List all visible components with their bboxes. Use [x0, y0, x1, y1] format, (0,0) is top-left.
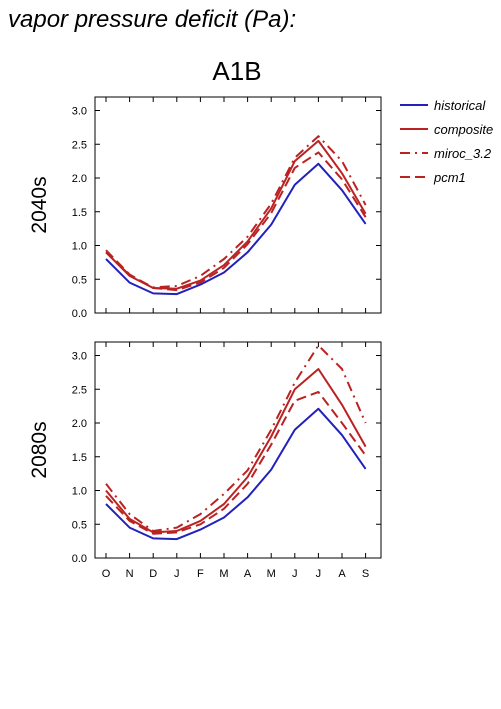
legend-item-composite: composite: [400, 122, 493, 137]
chart-panels: 0.0 0.5 1.0 1.5 2.0 2.5 3.0 2040s 0.0 0.5 1.0 1.5 2.…: [28, 96, 382, 580]
x-tick-label: A: [244, 568, 252, 580]
x-tick-label: J: [316, 568, 322, 580]
legend-label: historical: [434, 98, 486, 113]
x-tick-label: F: [197, 568, 204, 580]
series-line-historical: [105, 162, 367, 296]
series-line-miroc_3.2: [105, 135, 367, 289]
y-tick-label: 1.5: [72, 452, 87, 464]
legend-item-miroc_3.2: miroc_3.2: [400, 146, 492, 161]
legend-item-pcm1: pcm1: [400, 170, 466, 185]
plot-frame: [94, 341, 382, 559]
row-label: 2040s: [28, 176, 51, 233]
y-tick-label: 2.5: [72, 384, 87, 396]
x-tick-label: S: [362, 568, 369, 580]
y-tick-label: 3.0: [72, 351, 87, 363]
plot-frame: [94, 96, 382, 314]
series-line-miroc_3.2: [105, 344, 367, 532]
y-tick-label: 1.0: [72, 241, 87, 253]
y-tick-label: 0.0: [72, 308, 87, 320]
y-tick-label: 1.0: [72, 486, 87, 498]
x-tick-label: N: [126, 568, 134, 580]
legend-label: composite: [434, 122, 493, 137]
x-tick-label: O: [102, 568, 111, 580]
y-tick-label: 2.0: [72, 418, 87, 430]
x-tick-label: J: [292, 568, 298, 580]
y-tick-label: 0.5: [72, 519, 87, 531]
x-tick-label: M: [219, 568, 228, 580]
series-line-composite: [105, 368, 367, 534]
legend-label: pcm1: [433, 170, 466, 185]
y-tick-label: 2.5: [72, 139, 87, 151]
legend: historical composite miroc_3.2 pcm1: [400, 98, 493, 185]
y-tick-label: 2.0: [72, 173, 87, 185]
series-line-historical: [105, 407, 367, 541]
page-title: vapor pressure deficit (Pa):: [8, 6, 297, 33]
x-tick-label: D: [149, 568, 157, 580]
x-tick-label: M: [267, 568, 276, 580]
series-line-pcm1: [105, 151, 367, 292]
y-tick-label: 0.5: [72, 274, 87, 286]
scenario-title: A1B: [212, 56, 261, 86]
legend-item-historical: historical: [400, 98, 486, 113]
row-label: 2080s: [28, 421, 51, 478]
chart-panel-2080s: 0.0 0.5 1.0 1.5 2.0 2.5 3.0 O N D J F M A M J J A S 2080s: [28, 341, 382, 580]
y-tick-label: 3.0: [72, 106, 87, 118]
x-tick-label: A: [338, 568, 346, 580]
y-tick-label: 0.0: [72, 553, 87, 565]
chart-panel-2040s: 0.0 0.5 1.0 1.5 2.0 2.5 3.0 2040s: [28, 96, 382, 320]
y-tick-label: 1.5: [72, 207, 87, 219]
series-line-pcm1: [105, 391, 367, 535]
legend-label: miroc_3.2: [434, 146, 492, 161]
series-line-composite: [105, 139, 367, 290]
x-tick-label: J: [174, 568, 180, 580]
